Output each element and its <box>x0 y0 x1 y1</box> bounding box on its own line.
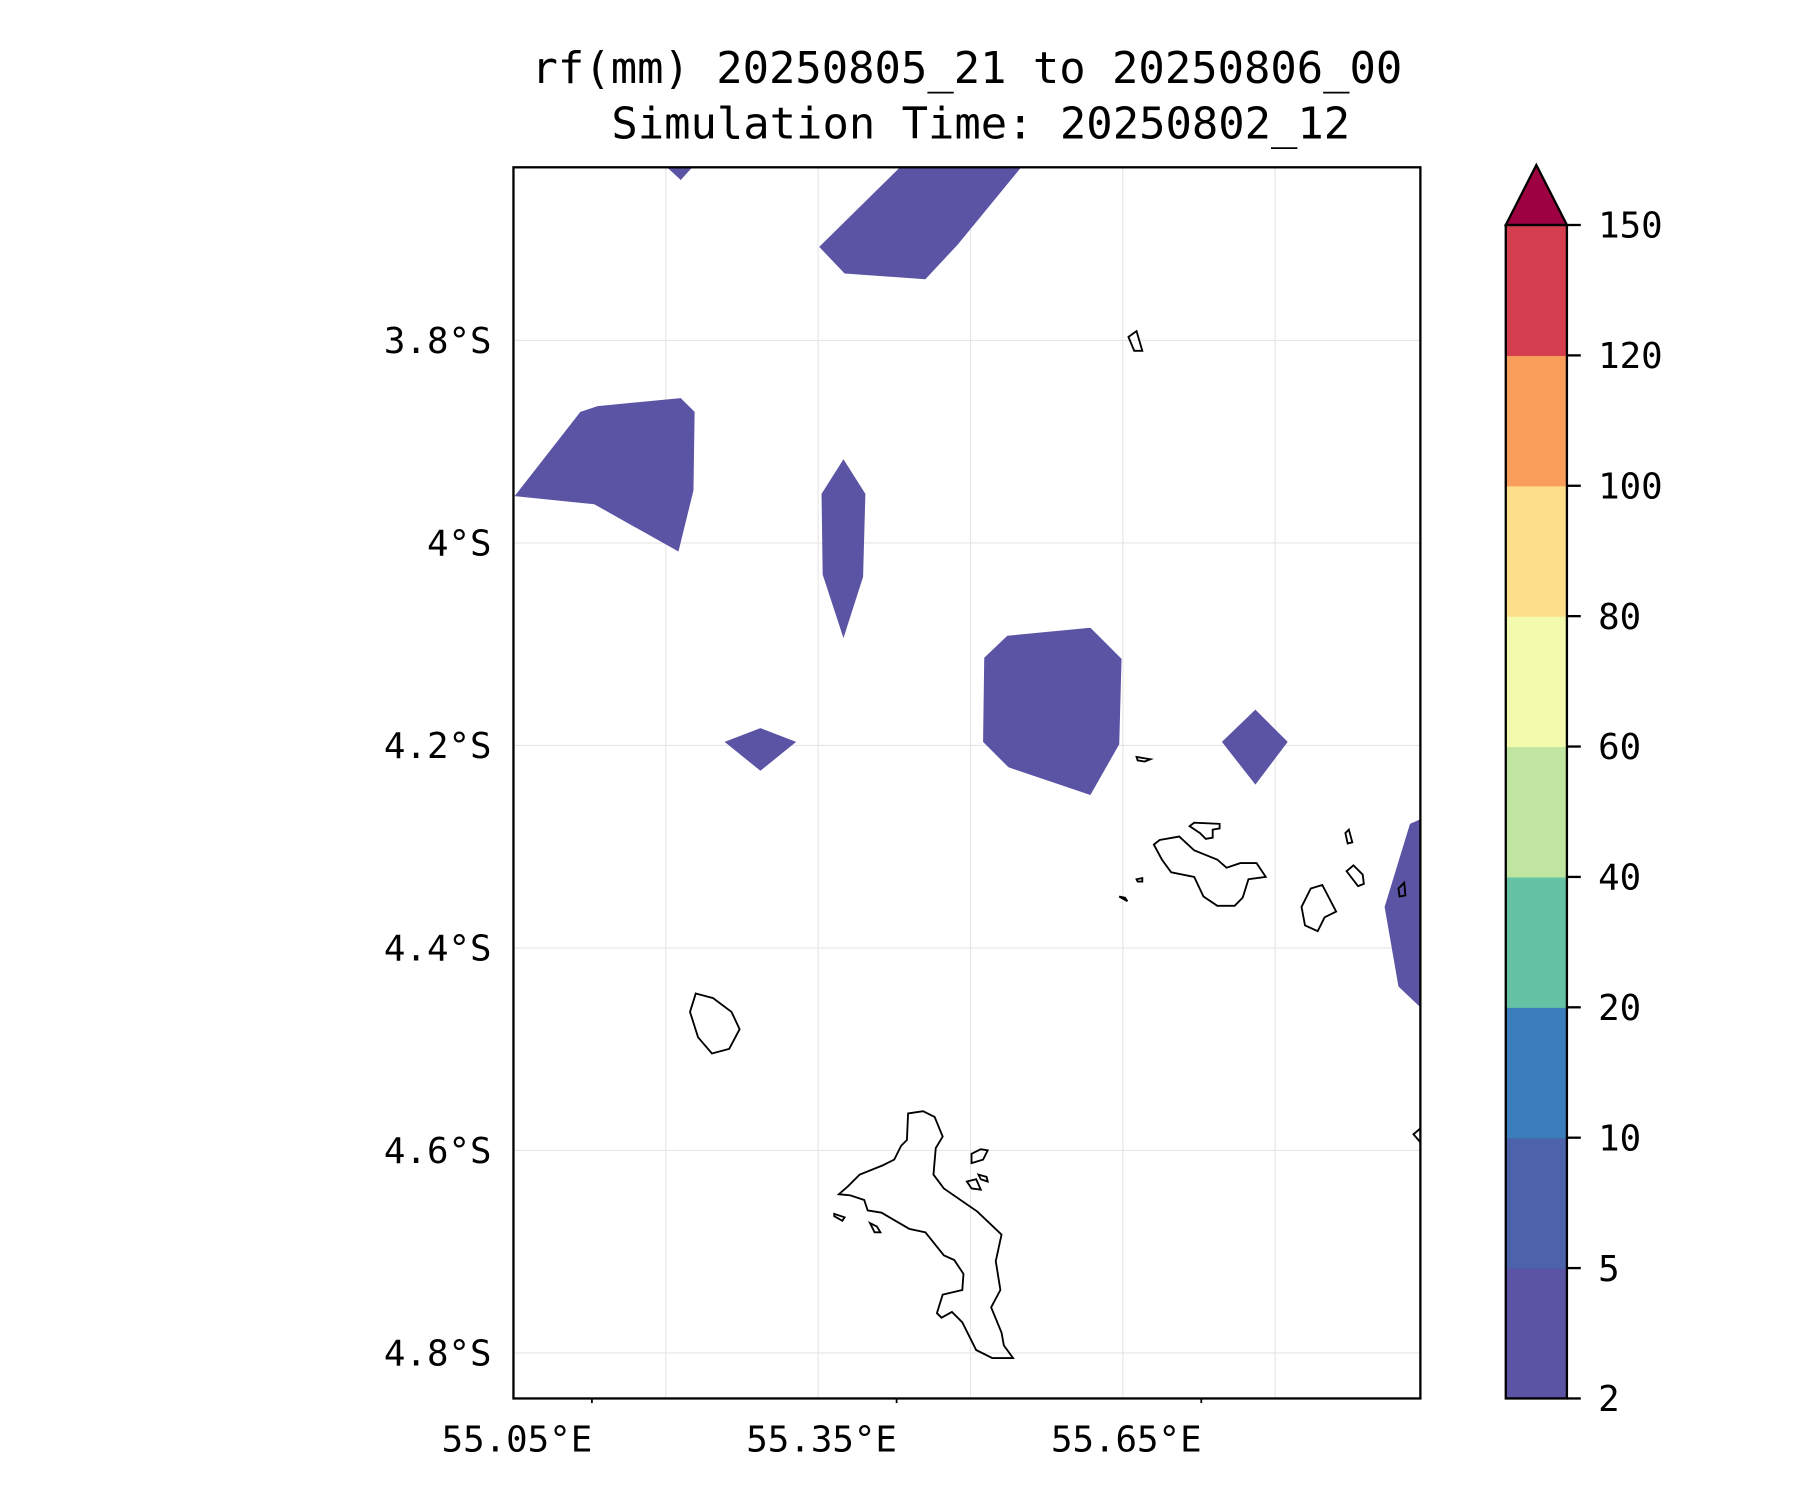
colorbar-tick-label: 2 <box>1598 1379 1620 1420</box>
rainfall-area-2-5mm <box>514 398 695 552</box>
island-coastline <box>970 1148 990 1165</box>
y-tick-label: 3.8°S <box>384 321 492 362</box>
island-coastline <box>836 1110 1015 1359</box>
rainfall-areas <box>514 167 1421 1008</box>
y-tick-label: 4.8°S <box>384 1334 492 1375</box>
colorbar-tick-label: 120 <box>1598 336 1663 377</box>
colorbar-segment <box>1505 876 1567 1008</box>
rainfall-area-2-5mm <box>724 728 797 771</box>
x-tick-label: 55.65°E <box>1051 1420 1202 1461</box>
x-tick-label: 55.05°E <box>442 1420 593 1461</box>
island-coastline <box>1300 883 1338 933</box>
colorbar-segment <box>1505 1007 1567 1139</box>
island-coastline <box>1135 876 1144 883</box>
colorbar-segment <box>1505 225 1567 356</box>
colorbar-tick-label: 10 <box>1598 1118 1641 1159</box>
rainfall-area-2-5mm <box>983 627 1122 795</box>
colorbar-segment <box>1505 355 1567 487</box>
y-tick-label: 4.4°S <box>384 929 492 970</box>
colorbar-segment <box>1505 1137 1567 1269</box>
colorbar-segment <box>1505 485 1567 617</box>
rainfall-area-2-5mm <box>819 167 1022 280</box>
colorbar-tick-label: 40 <box>1598 858 1641 899</box>
colorbar-segment <box>1505 1268 1567 1400</box>
y-tick-label: 4.6°S <box>384 1131 492 1172</box>
island-coastline <box>1152 835 1268 907</box>
island-coastline <box>1412 1127 1421 1144</box>
island-coastline <box>833 1212 847 1222</box>
colorbar-tick-label: 20 <box>1598 988 1641 1029</box>
rainfall-area-2-5mm <box>821 459 866 639</box>
colorbar-tick-label: 150 <box>1598 206 1663 247</box>
gridlines <box>513 167 1421 1399</box>
plot-frame <box>512 166 1422 1400</box>
x-axis: 55.05°E 55.35°E 55.65°E <box>442 1398 1203 1461</box>
island-coastline <box>867 1221 883 1234</box>
colorbar-segment <box>1505 746 1567 878</box>
island-coastline <box>1345 864 1365 888</box>
rainfall-area-2-5mm <box>1384 819 1421 1008</box>
colorbar-extend-arrow <box>1503 162 1569 227</box>
rainfall-area-2-5mm <box>1221 709 1288 785</box>
x-tick-label: 55.35°E <box>746 1420 897 1461</box>
island-coastline <box>1118 895 1129 902</box>
colorbar: 2 5 10 20 40 60 80 100 120 150 <box>1503 162 1663 1420</box>
colorbar-tick-label: 100 <box>1598 466 1663 507</box>
colorbar-tick-label: 5 <box>1598 1249 1620 1290</box>
island-coastline <box>976 1173 989 1183</box>
rainfall-area-2-5mm <box>666 167 693 180</box>
y-tick-label: 4.2°S <box>384 726 492 767</box>
colorbar-tick-label: 80 <box>1598 597 1641 638</box>
island-coastline <box>1135 755 1154 763</box>
y-tick-label: 4°S <box>427 524 492 565</box>
coastlines <box>689 329 1421 1359</box>
y-axis: 3.8°S 4°S 4.2°S 4.4°S 4.6°S 4.8°S <box>384 321 492 1374</box>
title-line-1: rf(mm) 20250805_21 to 20250806_00 <box>532 43 1403 94</box>
island-coastline <box>1127 329 1144 352</box>
island-coastline <box>689 992 741 1055</box>
island-coastline <box>1397 880 1407 898</box>
title-line-2: Simulation Time: 20250802_12 <box>611 98 1350 149</box>
island-coastline <box>965 1178 983 1191</box>
colorbar-tick-label: 60 <box>1598 727 1641 768</box>
colorbar-segment <box>1505 616 1567 748</box>
island-coastline <box>1344 827 1354 845</box>
island-coastline <box>1188 821 1221 840</box>
